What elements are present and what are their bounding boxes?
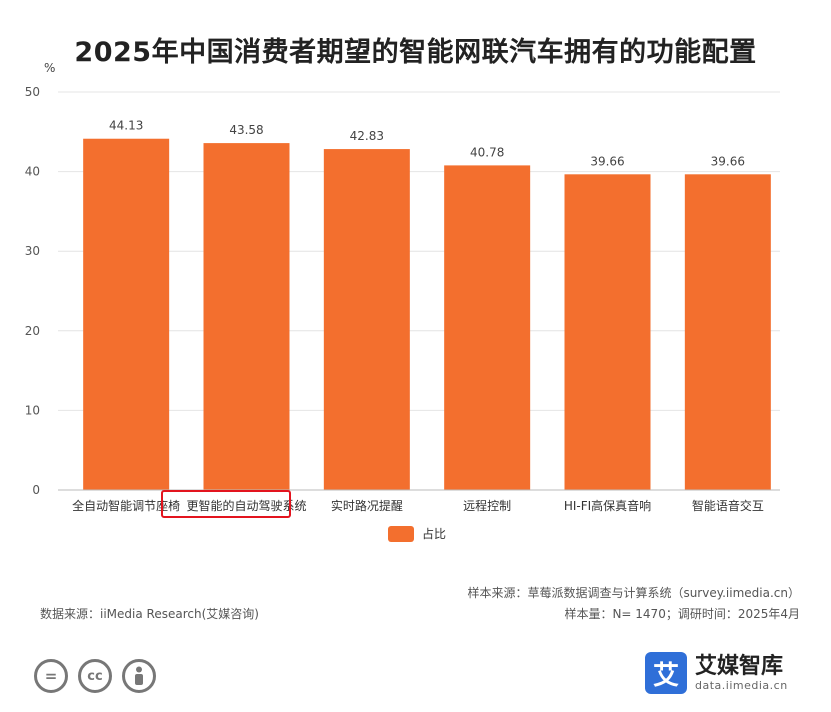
brand: 艾 艾媒智库 data.iimedia.cn (645, 652, 788, 694)
y-tick-label: 20 (25, 324, 40, 338)
equal-icon: = (34, 659, 68, 693)
bar (323, 149, 410, 491)
legend-swatch (388, 525, 414, 542)
legend-label: 占比 (422, 527, 447, 541)
y-tick-label: 50 (25, 85, 40, 99)
brand-name: 艾媒智库 (695, 653, 784, 679)
data-label: 40.78 (470, 145, 504, 159)
x-tick-label: HI-FI高保真音响 (564, 498, 651, 513)
sample-size-note: 样本量：N= 1470；调研时间：2025年4月 (564, 607, 800, 621)
bar (203, 143, 290, 490)
data-label: 39.66 (711, 154, 745, 168)
y-tick-label: 0 (32, 483, 40, 497)
x-tick-label: 全自动智能调节座椅 (72, 498, 180, 513)
person-icon (122, 659, 156, 693)
bar (444, 165, 531, 490)
chart-title: 2025年中国消费者期望的智能网联汽车拥有的功能配置 (74, 37, 757, 68)
bar-chart: % 0 10 20 30 40 50 44.13 全自动智能调节座椅 43.58 更智能的自动驾驶系… (25, 61, 780, 513)
data-label: 44.13 (109, 119, 143, 133)
bar (83, 138, 170, 490)
data-source-note: 数据来源：iiMedia Research(艾媒咨询) (40, 607, 259, 621)
bar (564, 174, 651, 490)
y-tick-label: 40 (25, 165, 40, 179)
legend: 占比 (388, 525, 446, 542)
x-tick-label: 智能语音交互 (692, 498, 764, 513)
x-tick-label: 更智能的自动驾驶系统 (186, 498, 306, 513)
sample-source-note: 样本来源：草莓派数据调查与计算系统（survey.iimedia.cn） (467, 586, 800, 600)
y-axis-unit: % (44, 61, 55, 75)
bar (684, 174, 771, 490)
brand-url: data.iimedia.cn (695, 678, 788, 692)
data-label: 43.58 (229, 123, 263, 137)
y-tick-label: 30 (25, 244, 40, 258)
data-label: 42.83 (350, 129, 384, 143)
brand-logo-icon: 艾 (645, 652, 687, 694)
data-label: 39.66 (590, 154, 624, 168)
highlight-box (161, 490, 291, 518)
x-tick-label: 远程控制 (463, 498, 511, 513)
x-tick-label: 实时路况提醒 (331, 498, 403, 513)
cc-icon: cc (78, 659, 112, 693)
y-tick-label: 10 (25, 403, 40, 417)
